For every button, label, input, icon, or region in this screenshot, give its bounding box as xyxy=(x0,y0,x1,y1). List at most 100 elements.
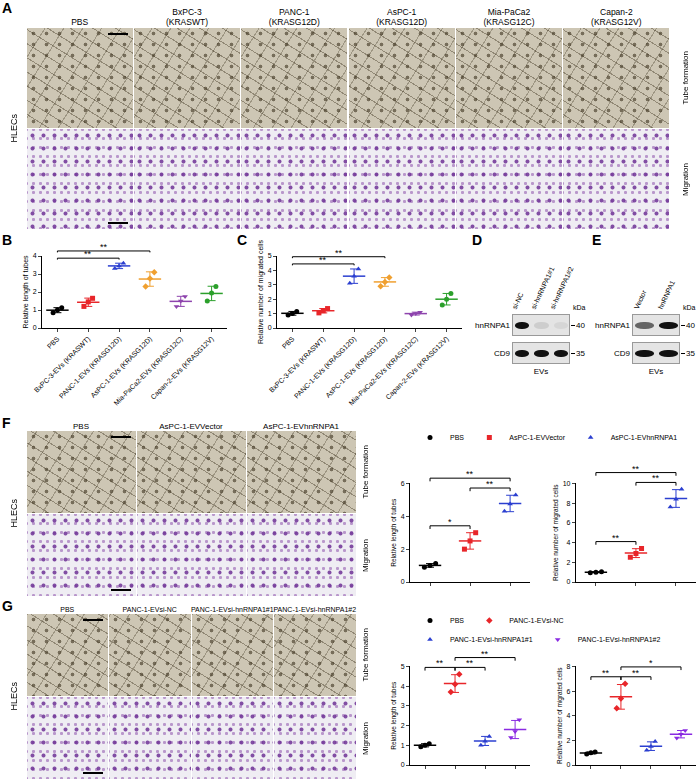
html-text:Tube formation: Tube formation xyxy=(680,51,690,105)
svg-text:BxPC-3-EVs (KRASWT): BxPC-3-EVs (KRASWT) xyxy=(268,335,327,394)
svg-text:3: 3 xyxy=(268,281,272,288)
svg-text:**: ** xyxy=(481,649,489,659)
html-text:BxPC-3: BxPC-3 xyxy=(172,7,202,18)
svg-text:PBS: PBS xyxy=(281,335,296,350)
html-text:G: G xyxy=(2,598,13,614)
html-text:si-hnRNPA1#1: si-hnRNPA1#1 xyxy=(529,265,556,311)
svg-text:**: ** xyxy=(436,658,444,668)
svg-text:4: 4 xyxy=(268,267,272,274)
svg-text:3: 3 xyxy=(401,702,405,709)
svg-text:Relative number of migrated ce: Relative number of migrated cells xyxy=(552,484,560,581)
svg-text:**: ** xyxy=(612,533,620,543)
svg-text:6: 6 xyxy=(567,519,571,526)
svg-text:**: ** xyxy=(466,469,474,479)
svg-text:*: * xyxy=(649,658,653,668)
svg-text:4: 4 xyxy=(567,539,571,546)
svg-text:PANC-1-EVs (KRASG12D): PANC-1-EVs (KRASG12D) xyxy=(58,335,123,400)
svg-text:**: ** xyxy=(84,249,92,259)
svg-text:AsPC-1-EVs (KRASG12D): AsPC-1-EVs (KRASG12D) xyxy=(89,335,154,400)
svg-text:1: 1 xyxy=(33,306,37,313)
svg-text:2: 2 xyxy=(567,737,571,744)
html-text:C: C xyxy=(237,232,248,248)
svg-text:**: ** xyxy=(319,255,327,265)
html-text:hnRNPA1: hnRNPA1 xyxy=(656,279,677,311)
svg-text:Relative length of tubes: Relative length of tubes xyxy=(22,255,30,329)
html-text:D: D xyxy=(472,232,483,248)
svg-text:4: 4 xyxy=(567,712,571,719)
svg-text:Relative number of migrated ce: Relative number of migrated cells xyxy=(556,667,564,764)
html-text:PANC-1: PANC-1 xyxy=(279,7,310,18)
svg-text:0: 0 xyxy=(268,324,272,331)
html-text:PBS: PBS xyxy=(71,17,89,28)
svg-text:4: 4 xyxy=(401,683,405,690)
svg-text:**: ** xyxy=(632,464,640,474)
svg-text:PBS: PBS xyxy=(450,434,464,441)
html-text:(KRASG12V): (KRASG12V) xyxy=(591,17,642,28)
svg-text:5: 5 xyxy=(268,252,272,259)
svg-text:3: 3 xyxy=(33,270,37,277)
svg-text:6: 6 xyxy=(567,688,571,695)
svg-text:**: ** xyxy=(632,668,640,678)
html-text:A: A xyxy=(2,0,13,16)
svg-text:2: 2 xyxy=(567,559,571,566)
svg-text:10: 10 xyxy=(563,480,571,487)
svg-text:1: 1 xyxy=(268,310,272,317)
svg-text:BxPC-3-EVs (KRASWT): BxPC-3-EVs (KRASWT) xyxy=(33,335,92,394)
html-text:(KRASG12D): (KRASG12D) xyxy=(268,17,320,28)
svg-text:**: ** xyxy=(602,668,610,678)
svg-text:6: 6 xyxy=(401,480,405,487)
html-text:Capan-2: Capan-2 xyxy=(600,7,633,18)
svg-text:PBS: PBS xyxy=(450,617,464,624)
svg-text:8: 8 xyxy=(567,663,571,670)
svg-text:4: 4 xyxy=(401,513,405,520)
html-text:AsPC-1-EVhnRNPA1: AsPC-1-EVhnRNPA1 xyxy=(263,421,339,431)
svg-text:Relative number of migrated ce: Relative number of migrated cells xyxy=(257,240,265,344)
svg-text:**: ** xyxy=(100,242,108,252)
svg-text:0: 0 xyxy=(401,761,405,768)
html-text:(KRASG12C): (KRASG12C) xyxy=(483,17,535,28)
svg-text:0: 0 xyxy=(33,324,37,331)
svg-text:*: * xyxy=(448,517,452,527)
html-text:AsPC-1-EVVector: AsPC-1-EVVector xyxy=(159,421,223,431)
svg-text:AsPC-1-EVs (KRASG12D): AsPC-1-EVs (KRASG12D) xyxy=(324,335,389,400)
html-text:B: B xyxy=(2,232,13,248)
html-text:(KRASG12D): (KRASG12D) xyxy=(376,17,428,28)
svg-text:0: 0 xyxy=(567,578,571,585)
svg-text:**: ** xyxy=(652,473,660,483)
svg-text:Capan-2-EVs (KRASG12V): Capan-2-EVs (KRASG12V) xyxy=(149,335,215,401)
html-text:Migration: Migration xyxy=(680,162,690,196)
svg-text:2: 2 xyxy=(401,546,405,553)
svg-text:Mia-PaCa2-EVs (KRASG12C): Mia-PaCa2-EVs (KRASG12C) xyxy=(347,335,419,407)
html-text:Vector: Vector xyxy=(632,289,648,311)
html-text:si-NC: si-NC xyxy=(510,291,525,311)
html-text:PBS: PBS xyxy=(73,421,89,431)
svg-text:PANC-1-EVsi-hnRNPA1#2: PANC-1-EVsi-hnRNPA1#2 xyxy=(578,636,661,643)
svg-text:Relative length of tubes: Relative length of tubes xyxy=(390,681,398,750)
svg-text:AsPC-1-EVhnRNPA1: AsPC-1-EVhnRNPA1 xyxy=(611,434,678,441)
svg-text:**: ** xyxy=(335,248,343,258)
svg-text:**: ** xyxy=(466,658,474,668)
svg-text:**: ** xyxy=(486,479,494,489)
svg-text:Capan-2-EVs (KRASG12V): Capan-2-EVs (KRASG12V) xyxy=(384,335,450,401)
svg-text:PBS: PBS xyxy=(46,335,61,350)
svg-text:Relative length of tubes: Relative length of tubes xyxy=(390,498,398,567)
svg-text:1: 1 xyxy=(401,742,405,749)
svg-text:8: 8 xyxy=(567,500,571,507)
svg-text:Mia-PaCa2-EVs (KRASG12C): Mia-PaCa2-EVs (KRASG12C) xyxy=(112,335,184,407)
svg-text:PANC-1-EVs (KRASG12D): PANC-1-EVs (KRASG12D) xyxy=(293,335,358,400)
svg-text:2: 2 xyxy=(268,296,272,303)
html-text:si-hnRNPA1#2: si-hnRNPA1#2 xyxy=(549,265,575,311)
svg-text:2: 2 xyxy=(33,288,37,295)
html-text:AsPC-1: AsPC-1 xyxy=(387,7,417,18)
svg-text:2: 2 xyxy=(401,722,405,729)
svg-text:0: 0 xyxy=(401,578,405,585)
svg-text:PANC-1-EVsi-hnRNPA1#1: PANC-1-EVsi-hnRNPA1#1 xyxy=(450,636,533,643)
svg-text:5: 5 xyxy=(401,663,405,670)
html-text:Mia-PaCa2: Mia-PaCa2 xyxy=(487,7,531,18)
html-text:HLECs: HLECs xyxy=(9,114,19,143)
svg-text:0: 0 xyxy=(567,761,571,768)
svg-text:4: 4 xyxy=(33,252,37,259)
svg-text:PANC-1-EVsi-NC: PANC-1-EVsi-NC xyxy=(509,617,563,624)
html-text:(KRASWT): (KRASWT) xyxy=(166,17,208,28)
svg-text:AsPC-1-EVVector: AsPC-1-EVVector xyxy=(509,434,565,441)
